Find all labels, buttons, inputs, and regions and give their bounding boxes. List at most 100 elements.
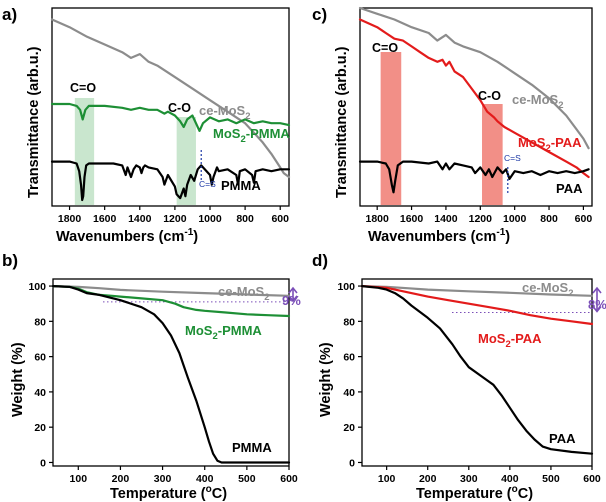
x-tick-label: 200: [112, 473, 130, 485]
x-tick-label: 400: [501, 473, 519, 485]
x-tick-label: 500: [238, 473, 256, 485]
series-line-pmma: [50, 160, 291, 202]
y-axis-title: Weight (%): [318, 342, 334, 417]
plot-frame: [361, 278, 593, 467]
series-label-paa: PAA: [556, 181, 583, 196]
y-axis-title: Weight (%): [10, 342, 26, 417]
percent-label: 8%: [588, 297, 606, 312]
y-tick-label: 60: [343, 352, 355, 364]
x-tick-label: 1800: [366, 213, 390, 225]
y-tick-label: 60: [34, 352, 46, 364]
x-tick-label: 1400: [434, 213, 458, 225]
series-label-ce-mos2: ce-MoS2: [512, 92, 564, 111]
series-label-ce-mos2: ce-MoS2: [199, 103, 251, 122]
series-label-mos2-paa: MoS2-PAA: [518, 135, 582, 154]
band-c-o: [482, 104, 503, 205]
panel-letter-a: a): [2, 5, 17, 24]
y-tick-label: 80: [343, 316, 355, 328]
x-axis-title: Temperature (oC): [416, 484, 533, 502]
series-line-mos2-pmma: [50, 102, 291, 132]
y-tick-label: 100: [28, 281, 46, 293]
x-tick-label: 500: [542, 473, 560, 485]
x-tick-label: 100: [70, 473, 88, 485]
band-label-c-o: C-O: [478, 89, 501, 103]
series-label-mos2-pmma: MoS2-PMMA: [185, 323, 262, 342]
panel-d-tga-paa: d) 100 200 300 400 500 600 0 20 40 60 80 100 8% ce-…: [312, 251, 606, 502]
x-tick-label: 200: [419, 473, 437, 485]
axis-ticks: 100 200 300 400 500 600 0 20 40 60 80 100: [28, 281, 297, 485]
x-tick-label: 1600: [400, 213, 424, 225]
y-tick-label: 100: [337, 281, 355, 293]
y-tick-label: 80: [34, 316, 46, 328]
panel-letter-b: b): [2, 251, 18, 270]
plot-frame: [52, 278, 290, 467]
x-tick-label: 600: [575, 213, 593, 225]
tga-lines: [51, 285, 291, 464]
x-tick-label: 800: [236, 213, 254, 225]
series-line-mos2-paa: [360, 285, 594, 326]
spectra-lines: [50, 18, 291, 202]
plot-frame: [51, 7, 290, 207]
y-axis-title: Transmittance (arb.u.): [26, 46, 42, 198]
percent-brace: [288, 286, 298, 303]
band-label-c-o: C-O: [168, 101, 191, 115]
x-tick-label: 1400: [128, 213, 152, 225]
series-line-pmma: [51, 285, 291, 464]
series-label-ce-mos2: ce-MoS2: [522, 280, 574, 299]
x-tick-label: 1200: [469, 213, 493, 225]
x-tick-label: 300: [460, 473, 478, 485]
band-label-co: C=O: [70, 81, 96, 95]
series-label-mos2-pmma: MoS2-PMMA: [213, 126, 290, 145]
panel-c-ftir-paa: c) 1800 1600 1400 1200 1000 800 600 C=O C-O C=…: [312, 5, 593, 245]
x-axis-title: Temperature (oC): [110, 484, 227, 502]
series-line-ce-mos2: [51, 285, 291, 297]
series-line-paa: [360, 285, 594, 455]
y-tick-label: 40: [343, 387, 355, 399]
x-tick-label: 800: [540, 213, 558, 225]
axis-ticks: 100 200 300 400 500 600 0 20 40 60 80 100: [337, 281, 600, 485]
highlight-bands: [380, 52, 503, 205]
x-tick-label: 400: [196, 473, 214, 485]
plot-frame: [359, 7, 593, 207]
y-axis-title: Transmittance (arb.u.): [334, 46, 350, 198]
panel-letter-d: d): [312, 251, 328, 270]
series-line-mos2-paa: [358, 18, 590, 179]
x-axis-ticks: 1800 1600 1400 1200 1000 800 600: [366, 206, 593, 225]
series-line-ce-mos2: [360, 285, 594, 297]
panel-letter-c: c): [312, 5, 327, 24]
x-axis-title: Wavenumbers (cm-1): [368, 227, 510, 245]
y-tick-label: 40: [34, 387, 46, 399]
x-tick-label: 600: [271, 213, 289, 225]
tga-lines: [360, 285, 594, 455]
series-label-ce-mos2: ce-MoS2: [218, 284, 270, 303]
x-tick-label: 600: [583, 473, 601, 485]
series-line-ce-mos2: [50, 18, 291, 179]
series-line-paa: [358, 160, 590, 194]
x-tick-label: 100: [378, 473, 396, 485]
panel-a-ftir-pmma: a) 1800 1600 1400 1200 1000 800 600 C=O C-O C=…: [2, 5, 290, 245]
x-axis-ticks: 1800 1600 1400 1200 1000 800 600: [58, 206, 289, 225]
y-tick-label: 20: [34, 422, 46, 434]
band-c-o: [380, 52, 402, 205]
cs-label: C=S: [504, 153, 521, 163]
x-tick-label: 1000: [503, 213, 527, 225]
series-label-mos2-paa: MoS2-PAA: [478, 331, 542, 350]
y-tick-label: 0: [349, 457, 355, 469]
arrow-up-icon: [592, 286, 602, 294]
cs-label: C=S: [199, 179, 216, 189]
arrow-down-icon: [592, 306, 602, 313]
percent-label: 9%: [282, 293, 301, 308]
x-tick-label: 1200: [163, 213, 187, 225]
percent-brace: [592, 286, 602, 313]
x-tick-label: 1800: [58, 213, 82, 225]
band-label-co: C=O: [372, 41, 398, 55]
arrow-down-icon: [288, 295, 298, 303]
series-label-paa: PAA: [549, 431, 576, 446]
panel-b-tga-pmma: b) 100 200 300 400 500 600 0 20 40 60 80 100 9% ce-…: [2, 251, 301, 502]
arrow-up-icon: [288, 286, 298, 294]
x-tick-label: 600: [280, 473, 298, 485]
band-c-o: [176, 117, 196, 205]
y-tick-label: 0: [40, 457, 46, 469]
y-tick-label: 20: [343, 422, 355, 434]
